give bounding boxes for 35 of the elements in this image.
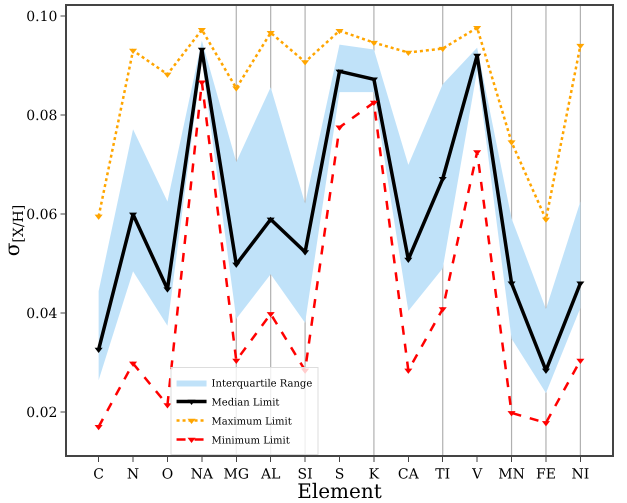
x-tick-label: TI	[435, 466, 450, 483]
y-tick-label: 0.08	[26, 108, 58, 124]
x-tick-label: V	[471, 466, 484, 483]
point	[163, 287, 172, 293]
y-tick-label: 0.04	[26, 306, 58, 322]
point	[508, 281, 516, 287]
point	[301, 250, 310, 256]
x-tick-label: FE	[536, 466, 556, 483]
y-tick-label: 0.06	[26, 206, 58, 223]
point	[438, 46, 447, 52]
x-tick-label: N	[126, 466, 140, 483]
x-tick-label: NI	[571, 466, 590, 483]
x-tick-label: AL	[260, 466, 280, 483]
y-tick-label: 0.02	[26, 404, 58, 421]
x-tick-label: MG	[224, 466, 250, 483]
x-tick-label: CA	[398, 466, 420, 483]
point	[576, 281, 584, 287]
point	[576, 44, 584, 50]
point	[129, 48, 138, 54]
point	[508, 140, 516, 146]
point	[370, 40, 378, 46]
legend-label: Minimum Limit	[212, 435, 290, 446]
point	[232, 86, 240, 92]
point	[94, 348, 103, 354]
legend-label: Median Limit	[212, 397, 280, 408]
x-tick-label: NA	[190, 466, 214, 483]
point	[266, 30, 275, 36]
x-tick-label: O	[162, 466, 174, 483]
point	[370, 100, 378, 106]
legend-label: Maximum Limit	[212, 416, 292, 428]
x-tick-label: MN	[498, 466, 525, 483]
point	[404, 50, 412, 56]
legend-label: Interquartile Range	[212, 378, 312, 390]
x-tick-label: C	[93, 466, 104, 483]
y-tick-label: 0.10	[26, 8, 58, 25]
